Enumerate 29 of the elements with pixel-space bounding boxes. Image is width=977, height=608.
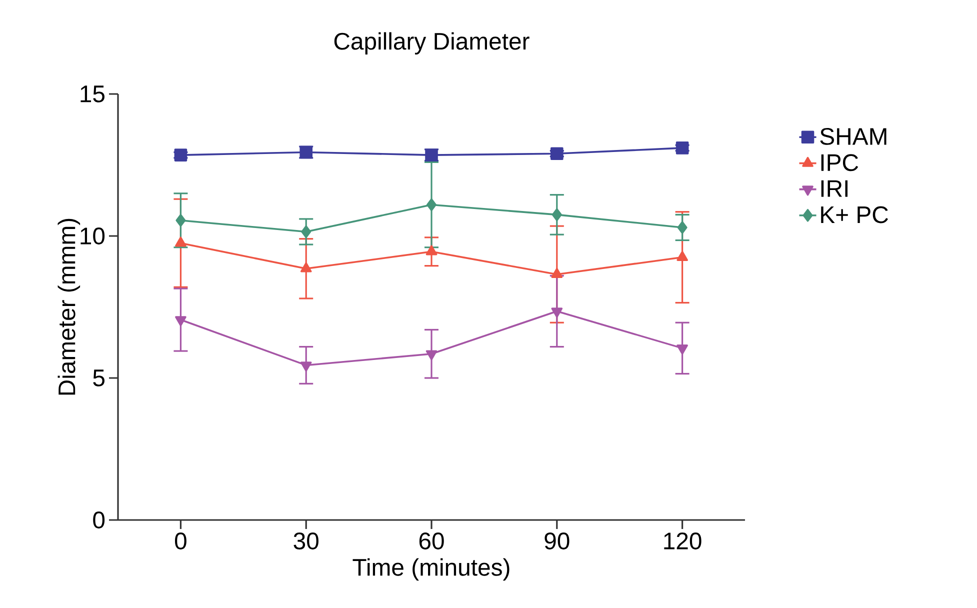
legend-label: IPC	[821, 154, 858, 172]
x-tick-label: 90	[544, 532, 570, 550]
point	[301, 225, 312, 238]
chart-title: Capillary Diameter	[334, 32, 530, 55]
point	[552, 208, 562, 222]
x-tick-label: 60	[419, 532, 444, 550]
point	[300, 362, 312, 372]
y-tick-label: 10	[80, 228, 105, 244]
point	[174, 148, 188, 162]
y-tick-label: 5	[93, 370, 104, 386]
point	[175, 316, 186, 326]
point	[426, 350, 438, 360]
y-tick-label: 0	[93, 512, 105, 528]
point	[550, 147, 564, 160]
legend-label: K+ PC	[821, 206, 888, 224]
legend-label: SHAM	[820, 128, 886, 145]
x-axis-title: Time (minutes)	[352, 558, 510, 581]
y-tick-label: 15	[80, 86, 104, 102]
point	[176, 214, 186, 227]
point	[676, 142, 689, 154]
point	[426, 198, 437, 212]
point	[676, 344, 688, 355]
y-axis-title: Diameter (mmm)	[58, 218, 80, 395]
x-tick-label: 120	[664, 532, 702, 550]
point	[551, 308, 563, 318]
x-tick-label: 0	[174, 532, 186, 550]
x-tick-label: 30	[294, 532, 318, 550]
legend-label: IRI	[821, 180, 848, 197]
point	[677, 221, 688, 234]
